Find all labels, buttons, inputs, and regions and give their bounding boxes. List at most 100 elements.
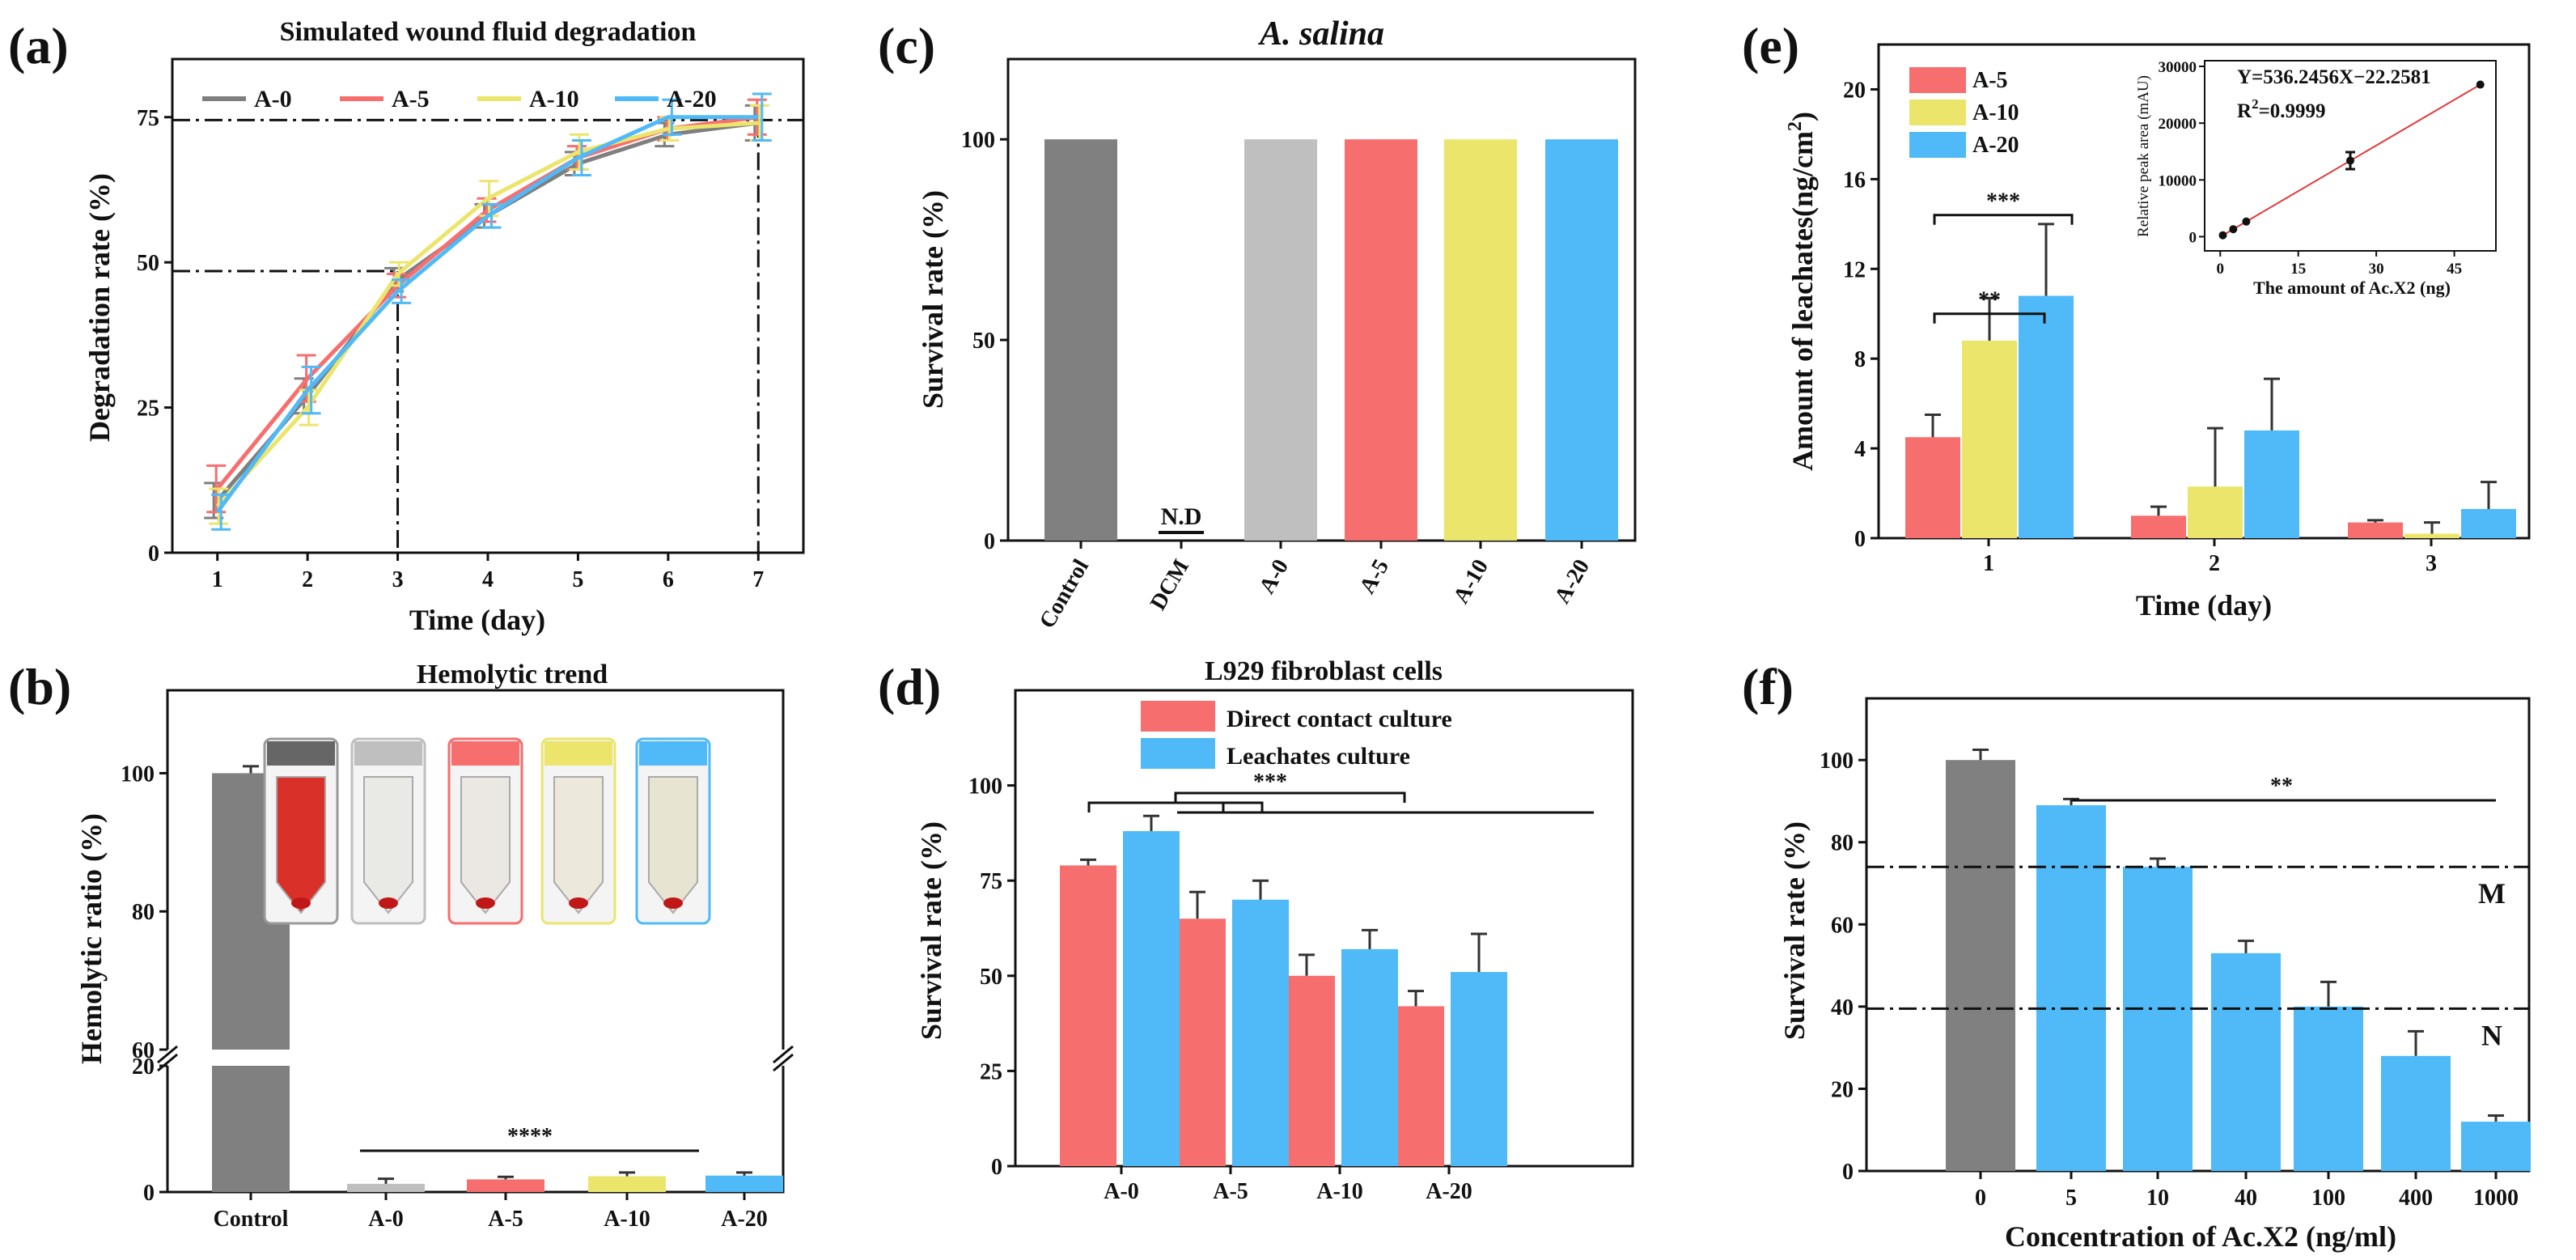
e-bar [1905, 437, 1960, 538]
e-error-bar [2038, 223, 2054, 296]
e-bar [2019, 295, 2074, 538]
e-ylabel-end: ) [1786, 112, 1819, 121]
panel-letter-b: (b) [8, 658, 71, 715]
e-legend-label: A-10 [1972, 100, 2019, 125]
d-error-bar [1189, 890, 1205, 919]
e-y-tick-label: 20 [1843, 78, 1866, 103]
a-x-tick-label: 2 [302, 567, 313, 592]
d-x-tick-label: A-20 [1426, 1179, 1472, 1204]
c-nd-label: N.D [1161, 503, 1202, 530]
b-bar [212, 1066, 290, 1192]
b-axis-break-right [773, 1045, 794, 1072]
f-ref-label: M [2478, 877, 2506, 910]
d-y-tick-label: 0 [991, 1155, 1002, 1180]
panel-letter-a: (a) [8, 17, 69, 74]
b-error-bar [378, 1177, 394, 1184]
a-error-bar [752, 92, 772, 142]
b-y-tick-label: 80 [132, 900, 155, 925]
c-x-tick-label: A-5 [1354, 555, 1394, 598]
a-legend-label: A-20 [667, 86, 717, 112]
b-tube [460, 776, 511, 914]
d-error-bar [1299, 953, 1315, 976]
b-ylabel: Hemolytic ratio (%) [75, 813, 108, 1064]
f-bar [2123, 867, 2193, 1171]
f-bar [2381, 1055, 2451, 1171]
c-bar [1244, 139, 1317, 541]
e-xlabel: Time (day) [2136, 589, 2272, 622]
b-tube-cap [639, 741, 707, 766]
b-bar [588, 1176, 666, 1192]
a-y-tick-label: 0 [148, 541, 159, 566]
e-significance-bracket-2 [1933, 214, 2074, 225]
c-bar [1444, 139, 1517, 541]
a-error-bar [481, 202, 502, 229]
a-error-bar [571, 138, 591, 177]
f-x-tick-label: 40 [2235, 1186, 2257, 1211]
f-bar [1946, 760, 2015, 1171]
a-series-line [215, 115, 759, 490]
f-bar [2036, 805, 2106, 1171]
a-x-tick-label: 3 [392, 567, 404, 592]
b-x-tick-label: A-0 [368, 1207, 404, 1232]
panel-letter-f: (f) [1742, 658, 1794, 715]
c-bar [1044, 139, 1117, 541]
f-x-tick-label: 100 [2311, 1186, 2345, 1211]
e-x-tick-label: 1 [1983, 551, 1994, 576]
f-bar [2211, 952, 2281, 1171]
f-x-tick-label: 10 [2146, 1186, 2169, 1211]
b-tube [276, 776, 326, 914]
b-tube-pellet [476, 897, 495, 909]
e-error-bar [2424, 521, 2440, 534]
e-legend-swatch [1909, 132, 1966, 158]
axes-c [1006, 57, 1637, 542]
a-x-tick-label: 7 [752, 567, 764, 592]
b-error-bar [619, 1171, 635, 1177]
d-bar [1123, 831, 1180, 1166]
e-error-bar [2264, 377, 2280, 431]
d-bar [1341, 948, 1398, 1166]
b-x-tick-label: A-20 [721, 1207, 768, 1232]
e-significance-label-1: ** [1978, 288, 2001, 313]
b-axis-break-left [157, 1045, 178, 1072]
a-legend-label: A-5 [392, 86, 430, 112]
b-y-tick-label: 20 [132, 1054, 155, 1080]
d-y-tick-label: 25 [980, 1059, 1002, 1084]
e-bar [2244, 430, 2299, 538]
b-tube-cap [267, 741, 335, 766]
b-significance-label: **** [507, 1124, 553, 1149]
d-legend-swatch [1141, 738, 1215, 769]
e-error-bar [2207, 426, 2223, 487]
e-ylabel: Amount of leachates(ng/cm2) [1785, 112, 1819, 471]
b-tube [553, 776, 604, 914]
f-error-bar [1972, 748, 1989, 761]
e-error-bar [1925, 414, 1941, 438]
d-legend-label: Direct contact culture [1227, 706, 1452, 732]
e-inset-point [2242, 217, 2251, 226]
c-x-tick-label: A-10 [1448, 555, 1493, 608]
a-x-tick-label: 6 [663, 567, 674, 592]
e-error-bar [2481, 481, 2497, 509]
d-legend-swatch [1141, 701, 1215, 732]
f-error-bar [2320, 980, 2337, 1007]
e-y-tick-label: 0 [1854, 527, 1866, 552]
d-bar [1060, 865, 1116, 1166]
e-inset-r2: R2=0.9999 [2237, 96, 2326, 122]
f-error-bar [2238, 940, 2254, 953]
e-inset-xlabel: The amount of Ac.X2 (ng) [2253, 278, 2451, 298]
f-y-tick-label: 100 [1820, 749, 1854, 774]
f-error-bar [2150, 857, 2166, 868]
b-x-tick-label: Control [214, 1207, 289, 1232]
a-y-tick-label: 25 [137, 397, 159, 422]
e-ylabel-sup: 2 [1785, 121, 1806, 131]
a-error-bar [392, 278, 412, 304]
d-error-bar [1252, 879, 1269, 900]
b-tube-cap [354, 741, 422, 766]
e-inset-point [2229, 225, 2238, 234]
e-inset-error-bar [2345, 151, 2355, 171]
f-error-bar [2408, 1029, 2424, 1056]
d-error-bar [1143, 814, 1159, 832]
b-error-bar [498, 1175, 514, 1180]
f-bar [2461, 1122, 2531, 1171]
e-inset-x-tick-label: 15 [2290, 261, 2306, 278]
d-significance-bracket [1087, 791, 1406, 812]
